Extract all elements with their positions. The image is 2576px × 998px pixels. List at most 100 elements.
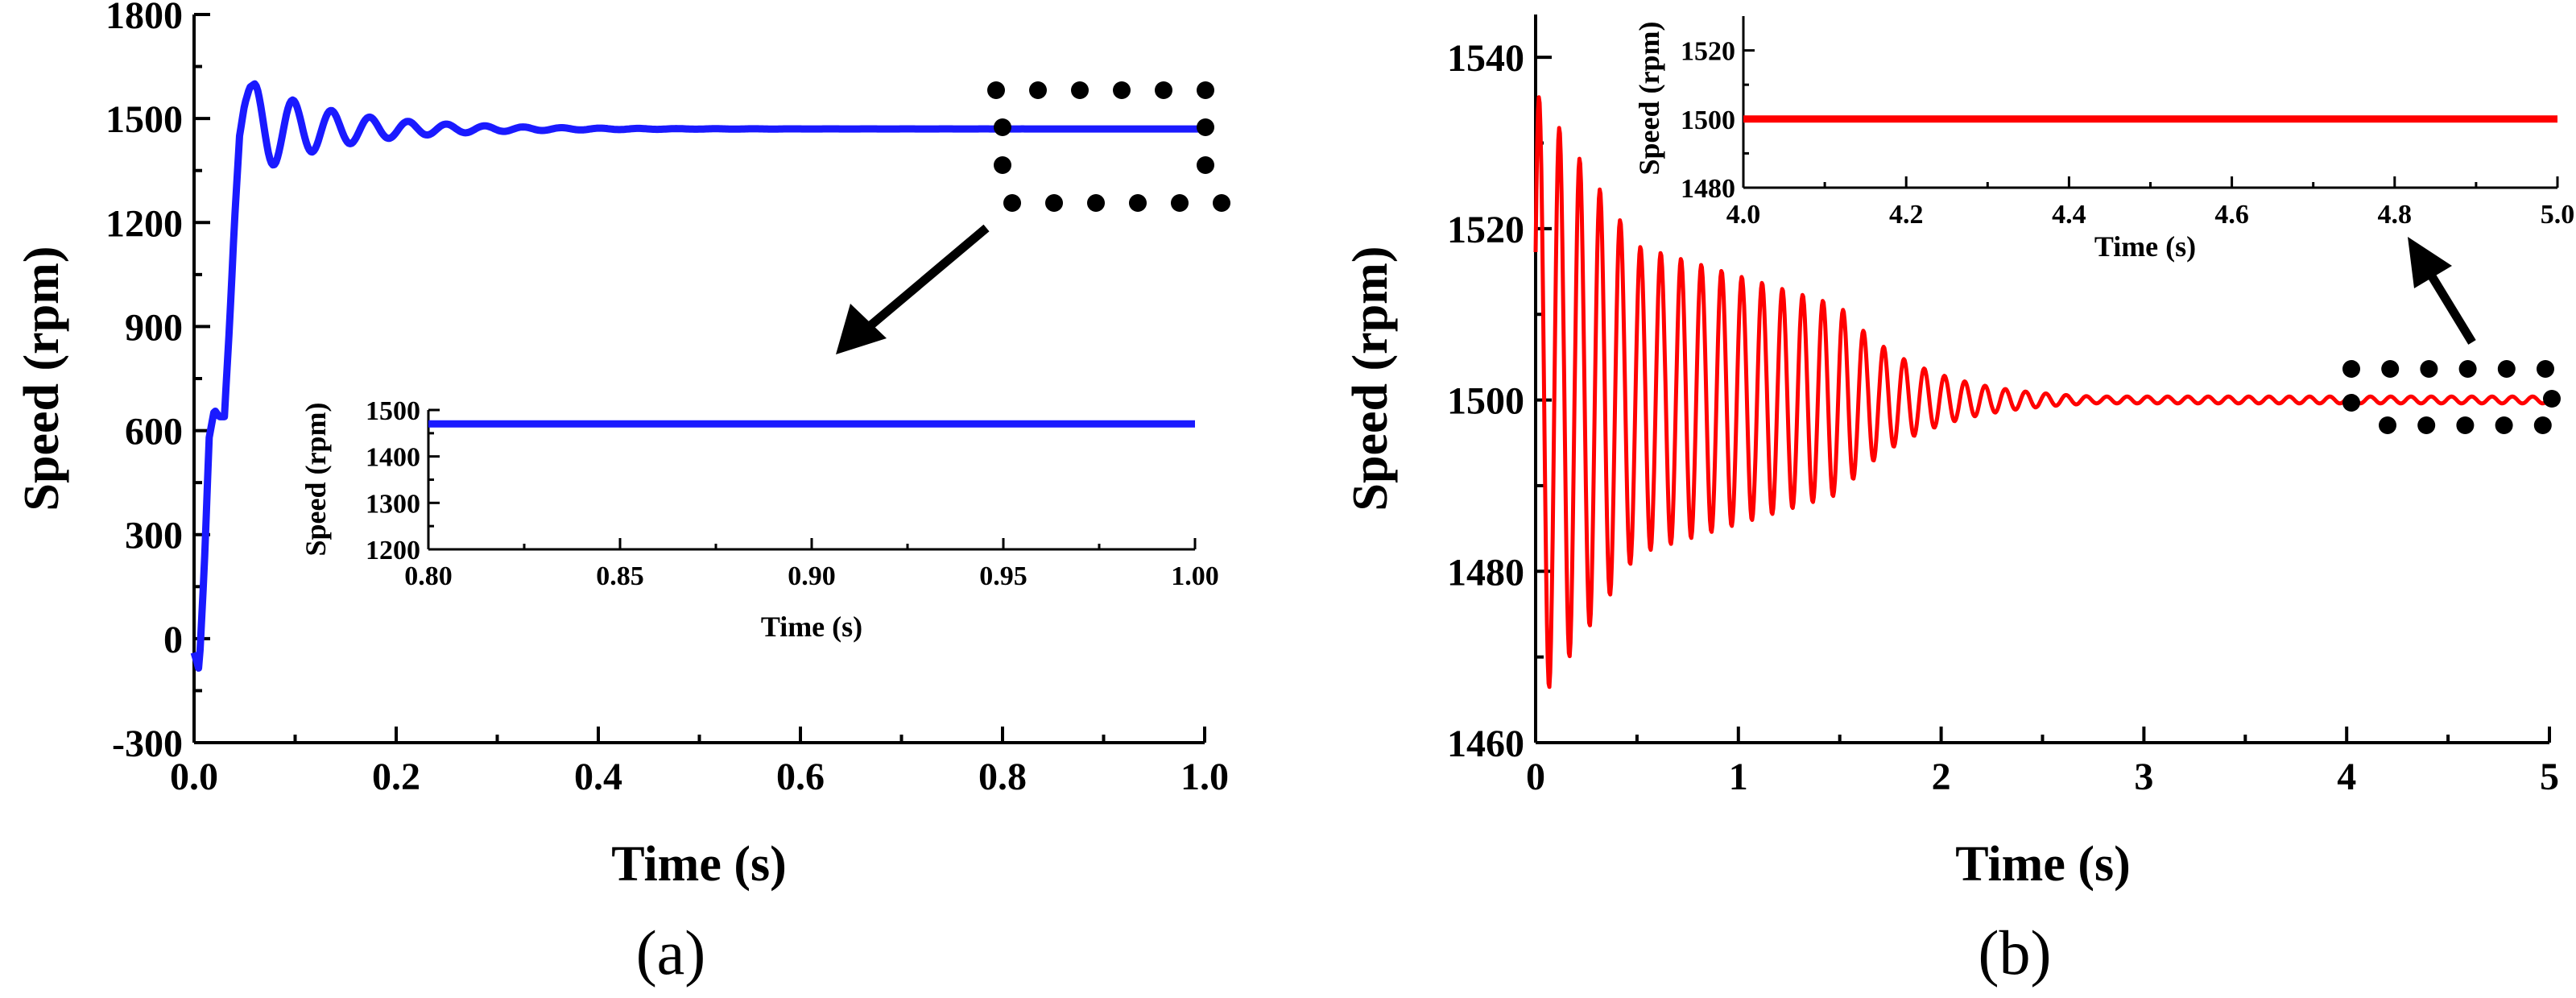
panel-a-x-tick-label: 0.6 (776, 756, 825, 798)
panel-a: 0.0 0.2 0.4 0.6 0.8 1.0 -300 0 300 600 900 1200 150… (14, 0, 1230, 988)
panel-a-inset-y-tick-label: 1300 (366, 489, 420, 519)
panel-a-box-dot (1029, 81, 1047, 99)
panel-a-y-tick-label: 1500 (105, 98, 183, 141)
panel-a-y-tick-label: 600 (125, 411, 183, 453)
panel-a-y-tick-label: 900 (125, 306, 183, 349)
panel-b-inset-y-ticks: 1480 1500 1520 (1681, 37, 1755, 204)
panel-b-y-tick-label: 1520 (1447, 209, 1524, 251)
panel-a-x-axis-title: Time (s) (611, 837, 787, 892)
panel-b-inset-x-tick-label: 4.6 (2214, 200, 2249, 230)
panel-a-box-dot (1045, 194, 1063, 212)
panel-a-box-dot (1071, 81, 1089, 99)
panel-b-inset-x-tick-label: 4.8 (2378, 200, 2413, 230)
panel-a-box-dot (1113, 81, 1131, 99)
panel-b-box-dot (2497, 360, 2516, 378)
panel-b-box-dot (2417, 416, 2436, 434)
panel-b-inset-y-tick-label: 1520 (1681, 37, 1735, 67)
panel-a-x-tick-label: 1.0 (1180, 756, 1229, 798)
panel-a-inset-x-tick-label: 0.95 (979, 561, 1028, 591)
panel-a-y-tick-label: 0 (163, 619, 183, 661)
panel-b-x-tick-label: 5 (2540, 756, 2559, 798)
panel-a-box-dot (1213, 194, 1230, 212)
panel-a-inset-y-tick-label: 1400 (366, 443, 420, 473)
panel-a-box-dot (1087, 194, 1105, 212)
panel-a-inset: 0.80 0.85 0.90 0.95 1.00 1200 1300 1400 1500 Ti… (300, 396, 1219, 643)
panel-b-box-dot (2543, 390, 2561, 408)
panel-a-y-axis-title: Speed (rpm) (14, 246, 69, 511)
panel-b-x-tick-label: 1 (1729, 756, 1748, 798)
panel-a-inset-x-tick-label: 1.00 (1171, 561, 1219, 591)
panel-b-highlight-box (2342, 360, 2561, 434)
panel-a-box-dot (1171, 194, 1189, 212)
panel-a-y-tick-label: 1800 (105, 0, 183, 37)
panel-a-inset-x-tick-label: 0.85 (596, 561, 644, 591)
panel-b-inset-x-tick-label: 4.2 (1889, 200, 1924, 230)
panel-b-y-tick-label: 1500 (1447, 380, 1524, 423)
panel-a-x-tick-label: 0.0 (170, 756, 218, 798)
panel-b-box-dot (2379, 416, 2396, 434)
panel-b-x-ticks: 0 1 2 3 4 5 (1526, 727, 2559, 798)
panel-b-box-dot (2342, 394, 2360, 412)
panel-a-inset-y-tick-label: 1500 (366, 396, 420, 426)
panel-a-inset-x-axis-title: Time (s) (761, 611, 862, 643)
panel-b-inset-y-tick-label: 1500 (1681, 106, 1735, 135)
panel-a-box-dot (1197, 156, 1214, 174)
panel-b-box-dot (2420, 360, 2438, 378)
panel-a-inset-y-axis-title: Speed (rpm) (300, 403, 332, 557)
panel-b-y-ticks: 1460 1480 1500 1520 1540 (1447, 37, 1552, 765)
panel-a-speed-line (190, 80, 1206, 672)
panel-a-box-dot (1197, 118, 1214, 136)
panel-b-y-tick-label: 1460 (1447, 723, 1524, 765)
panel-b-box-dot (2495, 416, 2513, 434)
panel-b-x-tick-label: 0 (1526, 756, 1545, 798)
panel-a-x-tick-label: 0.2 (372, 756, 420, 798)
panel-a-inset-y-ticks: 1200 1300 1400 1500 (366, 396, 440, 565)
panel-a-axes (192, 14, 1205, 744)
panel-b-label: (b) (1979, 917, 2052, 988)
panel-a-y-tick-label: 300 (125, 515, 183, 557)
panel-b-box-dot (2537, 360, 2554, 378)
panel-a-box-dot (1129, 194, 1147, 212)
panel-b-box-dot (2533, 416, 2552, 434)
panel-a-y-tick-label: 1200 (105, 202, 183, 245)
panel-b-inset-x-tick-label: 5.0 (2541, 200, 2575, 230)
panel-b-inset-x-axis-title: Time (s) (2094, 230, 2196, 263)
panel-a-x-tick-label: 0.8 (978, 756, 1027, 798)
panel-b: 0 1 2 3 4 5 1460 1480 1500 1520 1540 Time (s) Spe… (1343, 14, 2574, 988)
panel-a-inset-x-tick-label: 0.90 (788, 561, 836, 591)
panel-b-x-tick-label: 3 (2134, 756, 2153, 798)
panel-b-y-tick-label: 1540 (1447, 37, 1524, 80)
panel-b-arrow (2408, 237, 2476, 345)
panel-a-box-dot (994, 156, 1011, 174)
panel-b-inset-y-tick-label: 1480 (1681, 174, 1735, 204)
panel-b-y-axis-title: Speed (rpm) (1343, 246, 1398, 511)
panel-a-box-dot (987, 81, 1005, 99)
panel-a-x-ticks: 0.0 0.2 0.4 0.6 0.8 1.0 (170, 727, 1229, 798)
panel-b-x-tick-label: 4 (2337, 756, 2356, 798)
panel-a-box-dot (1155, 81, 1172, 99)
panel-a-box-dot (994, 118, 1011, 136)
panel-a-y-tick-label: -300 (112, 723, 183, 765)
panel-b-box-dot (2342, 360, 2360, 378)
panel-a-box-dot (1197, 81, 1214, 99)
panel-a-inset-y-tick-label: 1200 (366, 536, 420, 565)
panel-a-box-dot (1003, 194, 1021, 212)
panel-b-x-axis-title: Time (s) (1955, 837, 2131, 892)
panel-b-inset-y-axis-title: Speed (rpm) (1633, 22, 1665, 176)
panel-b-inset-x-tick-label: 4.0 (1726, 200, 1761, 230)
panel-b-box-dot (2456, 416, 2475, 434)
panel-b-box-dot (2381, 360, 2400, 378)
panel-a-label: (a) (636, 917, 706, 988)
panel-b-box-dot (2458, 360, 2477, 378)
panel-a-highlight-box (987, 81, 1230, 212)
panel-b-inset: 4.0 4.2 4.4 4.6 4.8 5.0 1480 1500 1520 Time (s)… (1633, 16, 2574, 263)
panel-a-inset-x-ticks: 0.80 0.85 0.90 0.95 1.00 (404, 538, 1219, 591)
panel-a-x-tick-label: 0.4 (574, 756, 622, 798)
panel-b-y-tick-label: 1480 (1447, 551, 1524, 594)
panel-b-inset-x-tick-label: 4.4 (2052, 200, 2086, 230)
panel-a-arrow (836, 224, 990, 354)
panel-a-inset-x-tick-label: 0.80 (404, 561, 453, 591)
panel-b-inset-x-ticks: 4.0 4.2 4.4 4.6 4.8 5.0 (1726, 176, 2575, 230)
panel-b-speed-line (1533, 95, 2551, 689)
